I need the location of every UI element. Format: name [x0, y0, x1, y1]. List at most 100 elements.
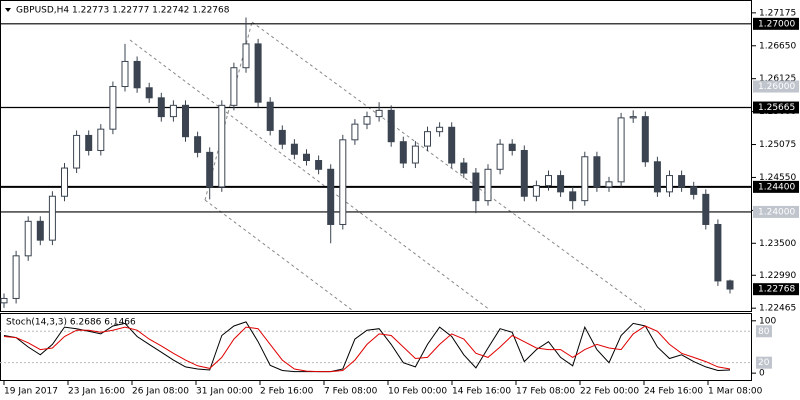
- candle-body: [690, 186, 698, 195]
- candle-body: [520, 149, 528, 197]
- x-tick-label: 31 Jan 00:00: [196, 387, 253, 397]
- level-label: 1.26000: [758, 82, 795, 92]
- level-tag: 1.24000: [753, 205, 799, 218]
- candle-body: [230, 67, 238, 106]
- candle-body: [182, 104, 189, 138]
- candle-body: [532, 185, 540, 197]
- level-label: 20: [758, 358, 770, 368]
- candle-body: [315, 160, 323, 170]
- candle-body: [351, 123, 359, 141]
- candle-body: [484, 168, 492, 202]
- y-tick-label: 1.26650: [759, 41, 796, 51]
- candle-body: [218, 104, 226, 188]
- candle-body: [605, 181, 613, 188]
- candle-body: [581, 156, 589, 202]
- y-tick-label: 1.24550: [759, 173, 796, 183]
- x-tick-label: 2 Feb 16:00: [260, 387, 314, 397]
- candle-body: [472, 172, 480, 202]
- candle-body: [629, 116, 637, 119]
- candle-body: [387, 109, 395, 143]
- candle-body: [666, 175, 673, 193]
- candle-body: [460, 162, 468, 174]
- level-label-box: [753, 180, 799, 193]
- candle-body: [545, 175, 552, 187]
- candle-body: [593, 156, 601, 188]
- level-label: 80: [758, 327, 770, 337]
- level-label-box: [756, 325, 772, 338]
- indicator-title: Stoch(14,3,3) 6.2686 6.1466: [6, 318, 136, 328]
- candle-body: [339, 139, 347, 225]
- candle-body: [121, 60, 129, 88]
- candle-body: [303, 153, 310, 162]
- candle-body: [254, 43, 262, 103]
- level-tag: 1.24400: [753, 180, 799, 193]
- x-tick-label: 10 Feb 00:00: [388, 387, 447, 397]
- y-tick-label: 1.26125: [759, 74, 796, 84]
- candle-body: [617, 117, 625, 183]
- level-label: 1.27000: [758, 19, 795, 29]
- x-tick-label: 24 Feb 16:00: [644, 387, 703, 397]
- x-tick-label: 23 Jan 16:00: [68, 387, 125, 397]
- level-label: 1.24400: [758, 182, 795, 192]
- candle-body: [569, 191, 577, 202]
- candle-body: [496, 143, 504, 170]
- candle-body: [726, 280, 734, 290]
- level-label: 1.25665: [758, 103, 795, 113]
- x-tick-label: 19 Jan 2017: [4, 387, 58, 397]
- y-tick-label: 1.23500: [759, 239, 796, 249]
- level-label-box: [753, 17, 799, 30]
- main-panel: [0, 0, 752, 312]
- candle-body: [448, 126, 456, 164]
- candle-body: [557, 175, 565, 193]
- x-tick-label: 7 Feb 08:00: [324, 387, 378, 397]
- candle-body: [678, 175, 686, 188]
- level-tag: 1.26000: [753, 80, 799, 93]
- candle-body: [714, 223, 722, 282]
- candle-body: [242, 43, 250, 69]
- candle-body: [424, 131, 431, 147]
- level-label-box: [753, 283, 799, 296]
- stoch-line: [3, 321, 731, 373]
- menu-icon[interactable]: [5, 8, 11, 12]
- level-tag: 1.22768: [753, 283, 799, 296]
- x-tick-label: 17 Feb 08:00: [516, 387, 575, 397]
- candle-body: [278, 129, 286, 145]
- y-tick-label: 1.25075: [759, 140, 796, 150]
- candle-body: [73, 134, 81, 169]
- x-tick-label: 22 Feb 00:00: [580, 387, 639, 397]
- level-label: 1.22768: [758, 285, 795, 295]
- candle-body: [133, 60, 141, 89]
- candle-body: [0, 297, 8, 304]
- y-tick-label: 0: [759, 369, 765, 379]
- candle-body: [194, 136, 202, 153]
- level-label: 1.24000: [758, 207, 795, 217]
- candle-body: [508, 143, 516, 151]
- candle-body: [169, 104, 177, 118]
- candle-body: [641, 116, 649, 163]
- x-tick-label: 1 Mar 08:00: [708, 387, 763, 397]
- level-label-box: [753, 101, 799, 114]
- channel-line: [129, 39, 491, 311]
- candle-body: [363, 116, 371, 125]
- candle-body: [145, 87, 153, 99]
- candle-body: [48, 195, 56, 241]
- candle-body: [109, 86, 117, 130]
- candle-body: [290, 143, 298, 155]
- y-tick-label: 100: [759, 316, 776, 326]
- candle-body: [85, 134, 93, 151]
- candle-body: [266, 101, 274, 131]
- x-tick-label: 26 Jan 08:00: [132, 387, 189, 397]
- level-label-box: [753, 205, 799, 218]
- candle-body: [97, 128, 105, 151]
- y-tick-label: 1.22990: [759, 271, 796, 281]
- candle-body: [327, 168, 335, 225]
- candle-body: [12, 255, 20, 299]
- level-tag: 80: [756, 325, 772, 338]
- y-tick-label: 1.22465: [759, 304, 796, 314]
- candle-body: [61, 167, 68, 197]
- candle-body: [411, 145, 419, 164]
- chart-title: GBPUSD,H4 1.22773 1.22777 1.22742 1.2276…: [16, 6, 230, 16]
- level-tag: 1.25665: [753, 101, 799, 114]
